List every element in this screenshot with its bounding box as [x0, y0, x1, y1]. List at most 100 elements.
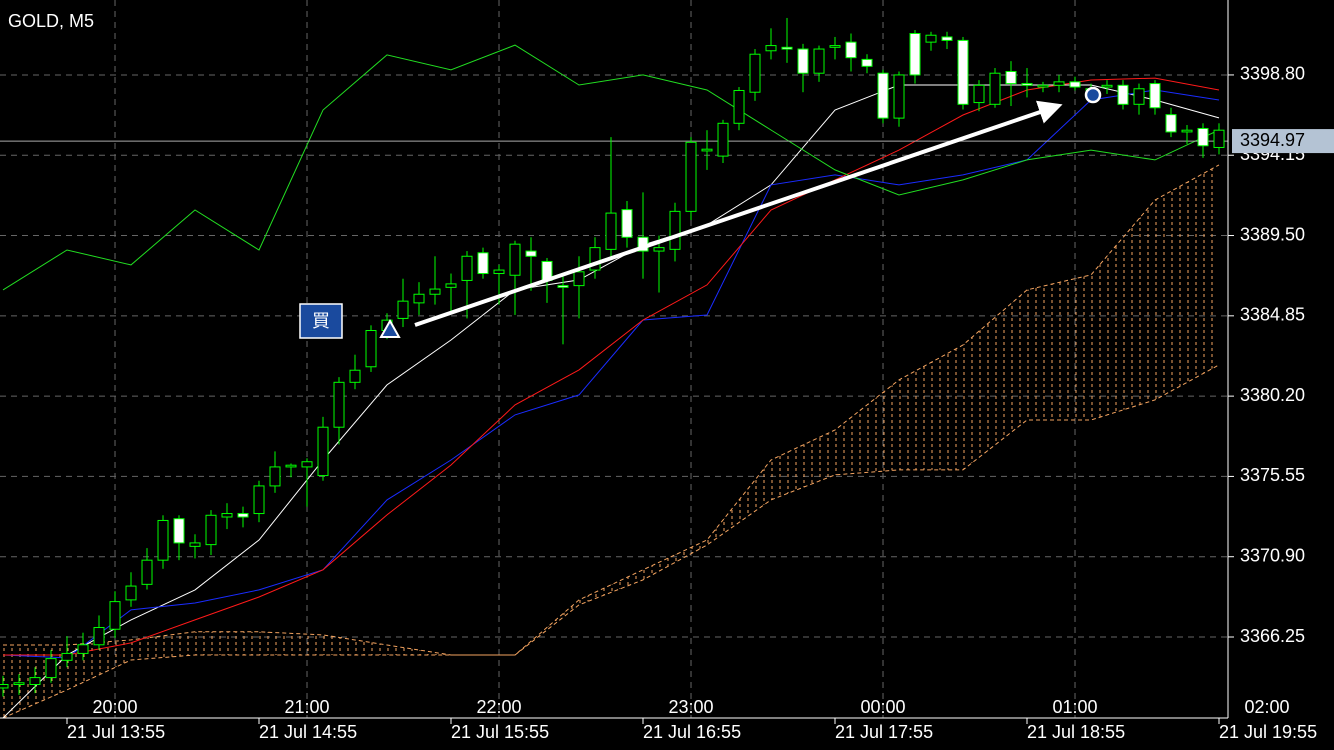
candle-body: [253, 485, 265, 515]
x-tick-label: 02:00: [1244, 697, 1289, 717]
candle-body: [957, 39, 969, 105]
indicator-line: [2, 84, 1220, 718]
candle-body: [237, 513, 249, 518]
last-price-label: 3394.97: [1240, 130, 1305, 150]
candle-body: [589, 247, 601, 271]
candle-body: [109, 601, 121, 630]
candle-body: [477, 252, 489, 275]
candle-body: [685, 141, 697, 212]
candle-body: [45, 658, 57, 679]
candle-body: [733, 89, 745, 124]
candle-body: [525, 250, 537, 257]
candle-body: [333, 381, 345, 428]
candle-body: [221, 513, 233, 518]
candle-body: [285, 464, 297, 468]
candle-body: [461, 255, 473, 281]
candle-body: [989, 72, 1001, 105]
x-tick-label: 01:00: [1052, 697, 1097, 717]
candle-body: [669, 210, 681, 250]
x-tick-label-secondary: 21 Jul 13:55: [67, 722, 165, 742]
candle-body: [61, 652, 73, 661]
candle-body: [941, 36, 953, 41]
candle-body: [509, 243, 521, 276]
x-tick-label: 21:00: [284, 697, 329, 717]
candle-body: [781, 46, 793, 50]
candle-body: [701, 148, 713, 152]
candle-body: [797, 48, 809, 74]
candle-body: [493, 269, 505, 275]
candle-body: [1133, 88, 1145, 105]
y-tick-label: 3384.85: [1240, 305, 1305, 325]
candle-body: [717, 122, 729, 157]
candle-body: [413, 293, 425, 304]
candle-body: [845, 41, 857, 59]
candle-body: [157, 519, 169, 561]
candle-body: [125, 585, 137, 601]
candle-body: [861, 58, 873, 67]
candle-body: [205, 514, 217, 546]
candle-body: [1037, 84, 1049, 88]
candle-body: [141, 559, 153, 585]
x-tick-label: 20:00: [92, 697, 137, 717]
x-tick-label-secondary: 21 Jul 14:55: [259, 722, 357, 742]
trend-arrow: [414, 100, 1063, 327]
candle-body: [557, 285, 569, 288]
candle-body: [653, 247, 665, 252]
chart-title: GOLD, M5: [8, 11, 94, 31]
y-tick-label: 3370.90: [1240, 545, 1305, 565]
candle-body: [1165, 114, 1177, 133]
candle-body: [877, 72, 889, 119]
x-tick-label: 23:00: [668, 697, 713, 717]
candle-body: [605, 212, 617, 250]
candle-body: [621, 209, 633, 238]
candle-body: [813, 48, 825, 74]
candle-body: [1021, 83, 1033, 86]
y-tick-label: 3389.50: [1240, 224, 1305, 244]
indicator-line: [2, 89, 1220, 659]
candle-body: [1101, 84, 1113, 88]
candle-body: [573, 271, 585, 287]
candle-body: [925, 34, 937, 43]
x-tick-label: 00:00: [860, 697, 905, 717]
indicator-line: [2, 44, 1220, 291]
candle-body: [1069, 81, 1081, 88]
candle-body: [77, 644, 89, 654]
y-tick-label: 3375.55: [1240, 465, 1305, 485]
candle-body: [893, 74, 905, 119]
candle-body: [0, 684, 9, 689]
candle-body: [1149, 83, 1161, 109]
candle-body: [301, 461, 313, 468]
candle-body: [13, 682, 25, 686]
candle-body: [829, 45, 841, 48]
candle-body: [317, 426, 329, 477]
candle-body: [1197, 127, 1209, 147]
candle-body: [173, 518, 185, 544]
y-tick-label: 3380.20: [1240, 385, 1305, 405]
y-tick-label: 3398.80: [1240, 64, 1305, 84]
x-tick-label-secondary: 21 Jul 19:55: [1219, 722, 1317, 742]
candle-body: [365, 330, 377, 368]
candle-body: [1181, 129, 1193, 133]
cloud-span: [3, 164, 1220, 656]
indicator-line: [3, 77, 1220, 656]
candle-body: [349, 369, 361, 383]
last-price-box: [1232, 129, 1334, 154]
candle-body: [973, 84, 985, 104]
entry-triangle: [379, 318, 401, 338]
x-tick-label-secondary: 21 Jul 18:55: [1027, 722, 1125, 742]
buy-marker: [299, 303, 343, 339]
candle-body: [1117, 84, 1129, 105]
candle-body: [909, 32, 921, 76]
buy-label: 買: [312, 311, 330, 331]
cloud-span: [2, 364, 1220, 718]
exit-circle: [1084, 86, 1102, 104]
x-tick-label-secondary: 21 Jul 17:55: [835, 722, 933, 742]
candle-body: [1053, 81, 1065, 86]
candle-body: [93, 627, 105, 646]
candle-body: [765, 45, 777, 52]
candle-body: [397, 300, 409, 319]
candle-body: [445, 283, 457, 288]
x-tick-label-secondary: 21 Jul 15:55: [451, 722, 549, 742]
